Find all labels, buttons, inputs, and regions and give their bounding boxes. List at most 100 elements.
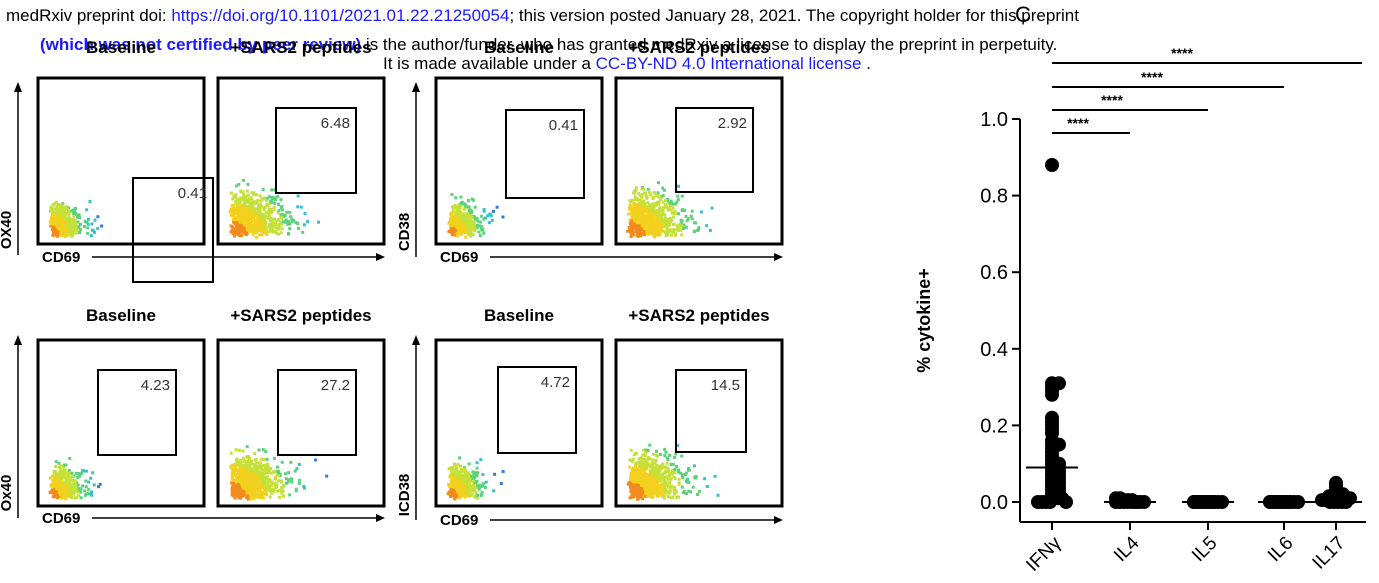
density-cloud xyxy=(48,200,104,238)
density-dot xyxy=(251,497,255,501)
density-dot xyxy=(452,486,455,489)
density-dot xyxy=(630,208,634,212)
density-dot xyxy=(657,219,661,223)
density-dot xyxy=(241,477,245,481)
density-dot xyxy=(242,208,246,212)
density-dot xyxy=(232,194,236,198)
density-dot xyxy=(258,463,262,467)
density-dot xyxy=(248,196,252,200)
density-dot xyxy=(478,234,482,237)
density-dot xyxy=(645,219,649,223)
density-dot xyxy=(54,222,57,226)
density-dot xyxy=(273,470,277,474)
density-dot xyxy=(675,228,679,232)
density-dot xyxy=(499,482,503,485)
density-dot xyxy=(240,494,244,498)
density-dot xyxy=(288,222,292,226)
density-dot xyxy=(50,489,54,493)
significance-label: **** xyxy=(1101,92,1123,108)
density-dot xyxy=(639,475,643,479)
density-dot xyxy=(264,199,268,203)
density-dot xyxy=(629,234,633,238)
density-dot xyxy=(631,458,635,461)
density-dot xyxy=(55,211,59,215)
density-dot xyxy=(682,489,686,493)
density-dot xyxy=(646,494,650,498)
license-link[interactable]: CC-BY-ND 4.0 International license xyxy=(595,54,862,73)
density-dot xyxy=(261,474,265,477)
density-dot xyxy=(243,211,247,215)
density-dot xyxy=(668,220,672,224)
density-dot xyxy=(270,471,274,475)
density-dot xyxy=(71,218,75,222)
c-x-tick-label: IL5 xyxy=(1188,533,1222,567)
density-dot xyxy=(468,494,472,498)
density-dot xyxy=(262,496,266,500)
density-dot xyxy=(294,489,298,493)
density-dot xyxy=(467,487,471,491)
density-dot xyxy=(456,471,460,475)
density-dot xyxy=(248,222,252,226)
c-x-tick-label: IL6 xyxy=(1264,533,1298,567)
plot-title: +SARS2 peptides xyxy=(230,306,371,325)
density-dot xyxy=(276,227,280,231)
density-dot xyxy=(454,468,458,472)
density-dot xyxy=(231,486,235,489)
density-dot xyxy=(237,478,240,482)
density-dot xyxy=(467,209,471,213)
density-dot xyxy=(235,223,239,226)
density-dot xyxy=(458,476,462,480)
density-dot xyxy=(252,209,256,213)
density-dot xyxy=(458,206,462,210)
density-dot xyxy=(70,223,74,227)
density-dot xyxy=(664,219,668,223)
density-dot xyxy=(232,481,236,485)
density-cloud xyxy=(48,456,102,501)
density-dot xyxy=(100,224,104,228)
density-dot xyxy=(452,210,455,214)
density-dot xyxy=(243,220,247,224)
density-dot xyxy=(242,490,246,494)
density-dot xyxy=(652,476,656,480)
density-dot xyxy=(462,477,465,480)
density-dot xyxy=(643,452,647,455)
density-dot xyxy=(477,230,481,234)
density-dot xyxy=(656,484,660,488)
density-dot xyxy=(257,470,261,474)
doi-link[interactable]: https://doi.org/10.1101/2021.01.22.21250… xyxy=(171,6,510,25)
density-dot xyxy=(268,227,272,231)
density-dot xyxy=(72,492,76,496)
density-dot xyxy=(51,484,55,487)
header-line2-rest: is the author/funder, who has granted me… xyxy=(361,35,1058,54)
density-dot xyxy=(634,188,638,192)
density-dot xyxy=(646,224,650,228)
density-dot xyxy=(487,221,491,225)
density-dot xyxy=(234,209,238,213)
density-dot xyxy=(672,228,676,231)
density-dot xyxy=(96,227,100,231)
density-dot xyxy=(257,228,261,232)
density-dot xyxy=(246,213,250,217)
density-dot xyxy=(665,491,669,495)
density-dot xyxy=(79,487,83,491)
density-dot xyxy=(268,478,272,482)
y-axis-arrow-icon xyxy=(14,82,22,92)
density-dot xyxy=(681,227,685,230)
density-dot xyxy=(653,191,656,195)
density-dot xyxy=(251,493,255,497)
density-dot xyxy=(255,476,259,480)
density-dot xyxy=(269,217,273,220)
density-dot xyxy=(235,220,239,224)
density-dot xyxy=(61,231,65,235)
density-dot xyxy=(479,214,483,218)
density-dot xyxy=(641,223,645,227)
density-dot xyxy=(677,495,681,499)
density-dot xyxy=(666,458,670,462)
density-dot xyxy=(651,464,655,468)
density-dot xyxy=(629,485,632,489)
density-dot xyxy=(638,234,642,238)
density-dot xyxy=(458,490,462,494)
density-dot xyxy=(269,211,273,215)
density-dot xyxy=(652,232,656,235)
density-dot xyxy=(232,227,236,231)
